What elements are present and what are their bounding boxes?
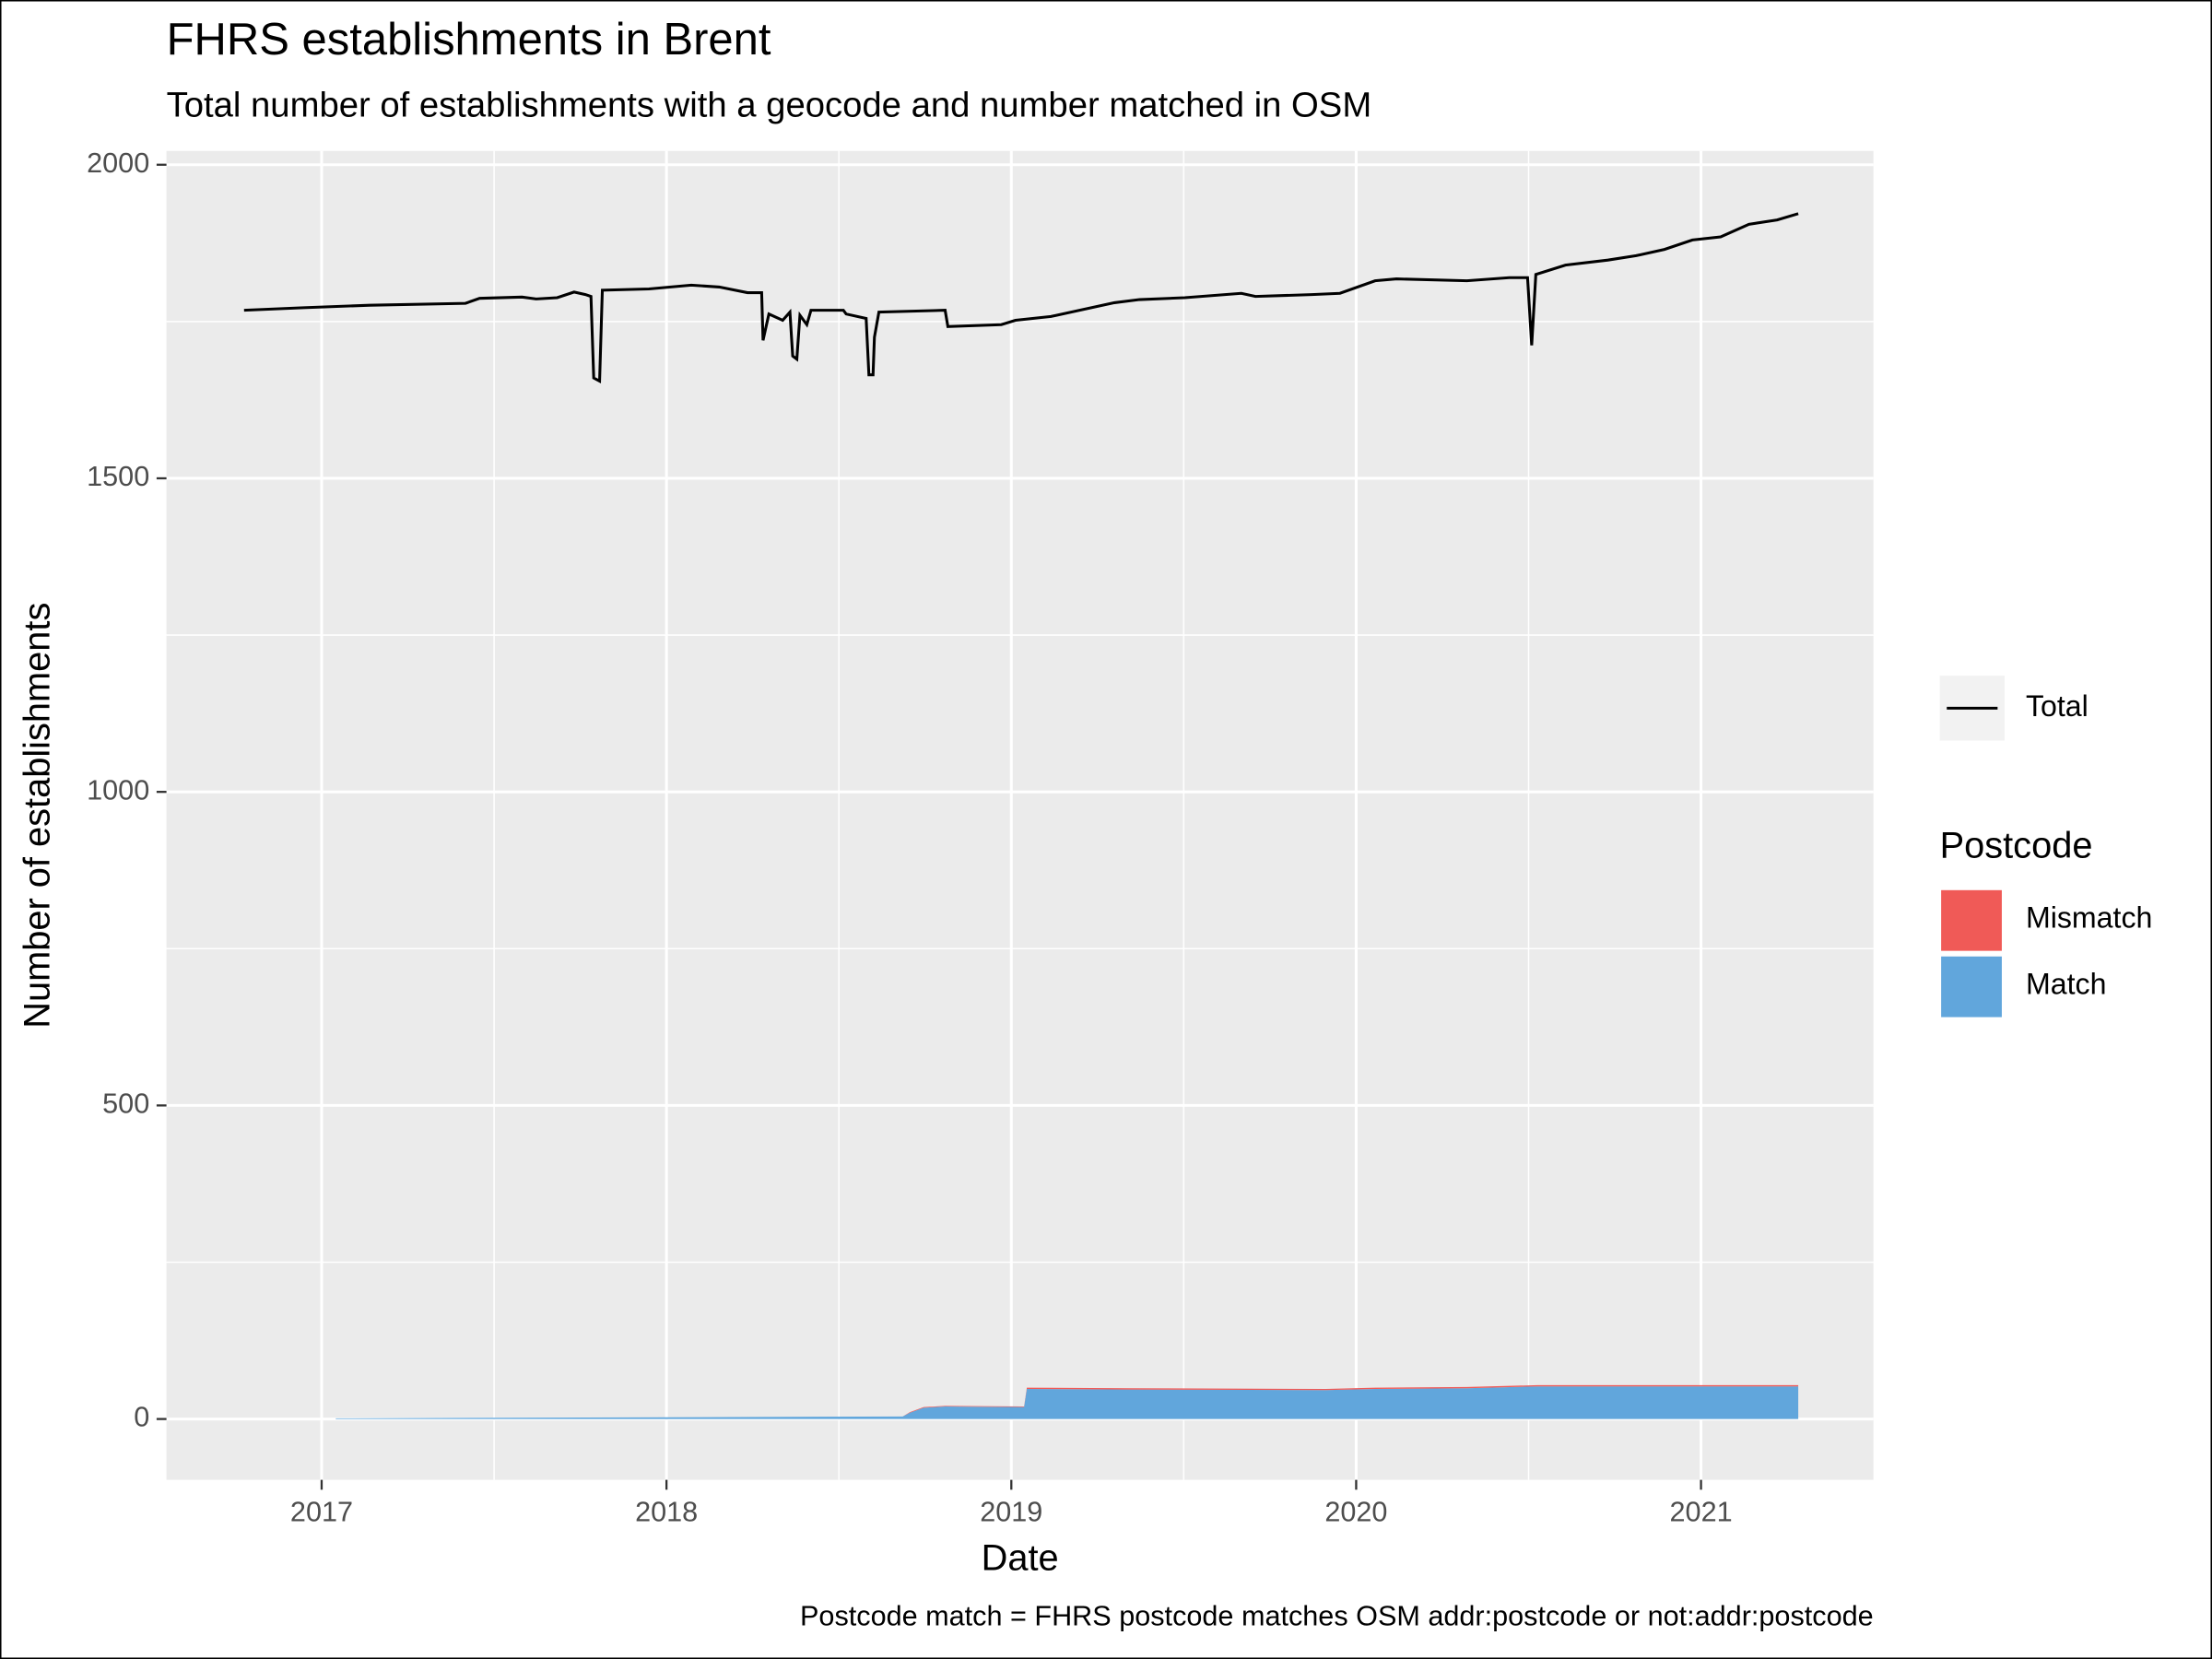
legend-swatch <box>1941 956 2002 1018</box>
y-tick-label: 1500 <box>87 461 149 492</box>
legend-title: Postcode <box>1940 825 2093 865</box>
x-axis-title: Date <box>982 1537 1059 1578</box>
x-tick-label: 2017 <box>290 1496 353 1527</box>
area <box>335 1386 1799 1419</box>
panel <box>166 150 1874 1480</box>
chart-subtitle: Total number of establishments with a ge… <box>167 85 1372 124</box>
chart-title: FHRS establishments in Brent <box>167 15 771 65</box>
line <box>243 212 1799 384</box>
legend-label: Mismatch <box>2026 900 2152 934</box>
y-tick-label: 2000 <box>87 147 149 179</box>
caption: Postcode match = FHRS postcode matches O… <box>800 1601 1874 1632</box>
y-tick-label: 500 <box>102 1088 149 1119</box>
legend-swatch <box>1941 889 2002 951</box>
y-tick-label: 0 <box>134 1402 149 1433</box>
x-tick-label: 2019 <box>980 1496 1042 1527</box>
x-tick-label: 2020 <box>1324 1496 1387 1527</box>
y-tick-label: 1000 <box>87 774 149 806</box>
x-tick-label: 2018 <box>635 1496 698 1527</box>
legend-label: Match <box>2026 967 2106 1000</box>
y-axis-title: Number of establishments <box>17 603 57 1029</box>
x-tick-label: 2021 <box>1670 1496 1733 1527</box>
legend-label: Total <box>2026 689 2088 723</box>
